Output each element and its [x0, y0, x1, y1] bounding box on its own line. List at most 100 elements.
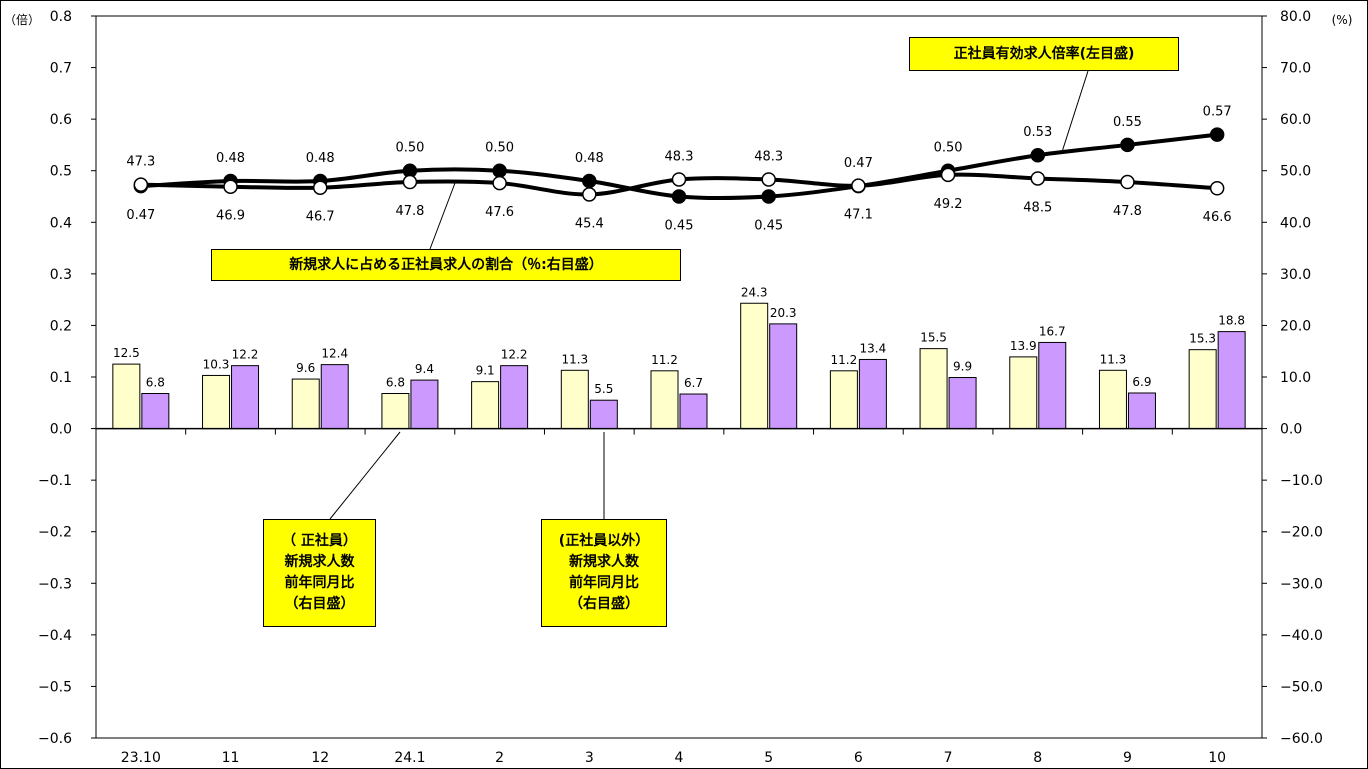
point-share — [1120, 174, 1135, 190]
bar-label: 18.8 — [1218, 314, 1245, 328]
x-tick-label: 10 — [1208, 750, 1226, 766]
ratio-label: 0.50 — [485, 141, 514, 156]
share-label: 46.9 — [216, 209, 245, 224]
leader-ratio — [1061, 70, 1089, 153]
x-tick-label: 12 — [311, 750, 329, 766]
bar-label: 16.7 — [1039, 324, 1066, 338]
x-tick-label: 23.10 — [121, 750, 161, 766]
bar-regular — [919, 348, 948, 430]
bar-label: 12.2 — [501, 348, 528, 362]
left-tick-label: −0.5 — [38, 679, 72, 695]
point-share — [492, 175, 507, 191]
bar-nonregular — [500, 365, 529, 430]
left-tick-label: 0.8 — [50, 9, 72, 25]
ratio-label: 0.57 — [1203, 105, 1232, 120]
ratio-label: 0.47 — [126, 208, 155, 223]
lines-group — [133, 127, 1225, 204]
point-ratio — [1120, 137, 1135, 153]
bar-nonregular — [589, 399, 618, 430]
ratio-label: 0.47 — [844, 156, 873, 171]
right-tick-label: 20.0 — [1280, 318, 1311, 334]
plot-area — [95, 15, 1263, 739]
bar-label: 12.5 — [113, 346, 140, 360]
bar-label: 6.7 — [684, 376, 703, 390]
x-tick-label: 2 — [495, 750, 504, 766]
point-ratio — [492, 163, 507, 178]
callout-regular-line-3: 前年同月比 — [284, 575, 355, 591]
left-tick-label: 0.6 — [50, 112, 72, 128]
point-share — [223, 179, 238, 194]
x-tick-label: 6 — [854, 750, 863, 766]
point-share — [671, 172, 687, 187]
point-ratio — [582, 173, 597, 189]
share-label: 47.3 — [126, 155, 155, 170]
bar-label: 11.3 — [561, 352, 588, 366]
ratio-label: 0.48 — [306, 151, 335, 166]
bar-label: 15.3 — [1189, 332, 1216, 346]
point-ratio — [1030, 147, 1046, 163]
left-axis-unit: （倍） — [4, 12, 40, 27]
right-tick-label: 40.0 — [1280, 215, 1311, 231]
bar-regular — [471, 381, 500, 430]
callout-ratio-line: 正社員有効求人倍率(左目盛) — [909, 37, 1179, 71]
right-tick-label: −30.0 — [1280, 576, 1323, 592]
ratio-label: 0.55 — [1113, 115, 1142, 130]
right-axis-unit: (%) — [1332, 13, 1353, 27]
right-tick-label: −10.0 — [1280, 473, 1323, 489]
x-tick-label: 5 — [764, 750, 773, 766]
point-share — [761, 172, 776, 187]
bar-label: 11.2 — [651, 353, 678, 367]
bar-regular — [202, 374, 231, 430]
left-tick-label: 0.3 — [50, 267, 72, 283]
point-ratio — [1209, 127, 1225, 142]
bar-nonregular — [679, 393, 708, 430]
left-tick-label: 0.2 — [50, 318, 72, 334]
x-tick-label: 4 — [675, 750, 684, 766]
right-tick-label: 10.0 — [1280, 370, 1311, 386]
bar-regular — [560, 369, 589, 430]
left-tick-label: 0.7 — [50, 61, 72, 77]
bar-nonregular — [769, 323, 798, 430]
right-tick-label: −20.0 — [1280, 525, 1323, 541]
left-tick-label: 0.5 — [50, 164, 72, 180]
point-ratio — [761, 189, 776, 204]
point-share — [1030, 171, 1046, 186]
callout-nonregular-line-2: 新規求人数 — [569, 554, 639, 570]
left-tick-label: −0.1 — [38, 473, 72, 489]
share-label: 47.8 — [395, 204, 424, 219]
x-tick-label: 24.1 — [394, 750, 425, 766]
bar-label: 9.1 — [476, 364, 495, 378]
bar-nonregular — [141, 393, 170, 430]
left-tick-label: −0.2 — [38, 525, 72, 541]
bar-regular — [291, 378, 320, 430]
bar-nonregular — [858, 358, 887, 430]
bar-label: 12.2 — [232, 348, 259, 362]
x-tick-label: 7 — [944, 750, 953, 766]
leader-share — [429, 182, 456, 250]
point-share — [1209, 180, 1225, 196]
bar-regular — [740, 302, 769, 430]
ratio-label: 0.53 — [1023, 125, 1052, 140]
point-share — [851, 178, 866, 193]
callout-regular-bar: （ 正社員） 新規求人数 前年同月比 （右目盛） — [263, 519, 376, 627]
axes-group: −0.6 −0.5 −0.4 −0.3 −0.2 −0.1 0.0 0.1 0.2 0.3 0.4 0… — [4, 9, 1352, 766]
bar-regular — [829, 370, 858, 430]
x-tick-label: 11 — [222, 750, 240, 766]
bar-nonregular — [1217, 331, 1246, 430]
point-share — [582, 187, 597, 202]
left-tick-label: 0.1 — [50, 370, 72, 386]
left-tick-label: 0.4 — [50, 215, 72, 231]
x-tick-label: 9 — [1123, 750, 1132, 766]
ratio-label: 0.45 — [665, 219, 694, 234]
right-tick-label: 80.0 — [1280, 9, 1311, 25]
share-label: 45.4 — [575, 216, 604, 231]
left-tick-label: −0.3 — [38, 576, 72, 592]
callout-regular-line-1: （ 正社員） — [282, 533, 357, 549]
bar-label: 12.4 — [321, 347, 348, 361]
bar-label: 13.4 — [860, 341, 887, 355]
bar-label: 6.8 — [386, 376, 405, 390]
bar-label: 5.5 — [594, 382, 613, 396]
right-tick-label: −50.0 — [1280, 679, 1323, 695]
right-tick-label: −40.0 — [1280, 628, 1323, 644]
